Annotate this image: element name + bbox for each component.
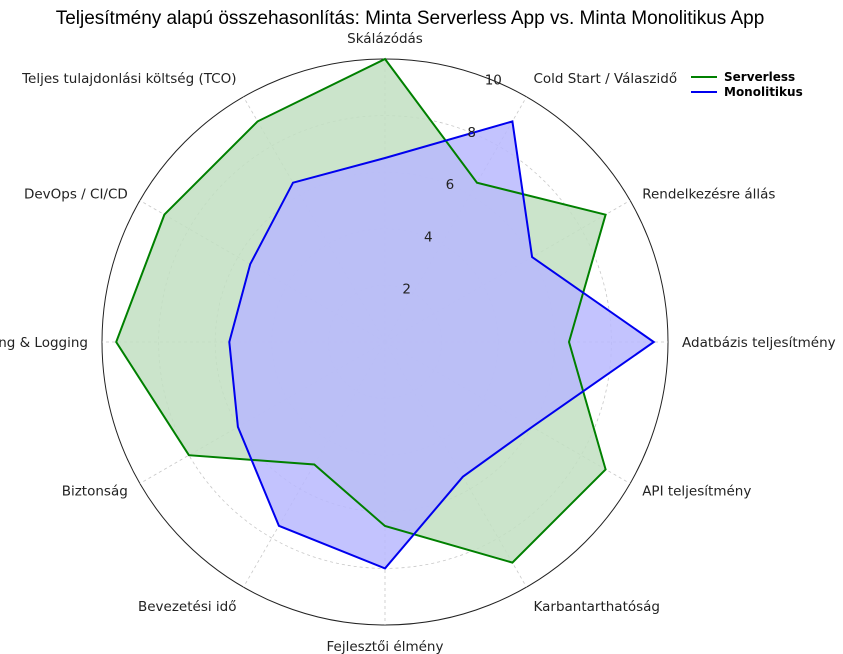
series-layer [115, 57, 656, 570]
tick-label-10: 10 [485, 73, 502, 89]
legend: Serverless Monolitikus [687, 66, 813, 102]
series-fill-monolitikus [229, 121, 654, 569]
legend-label-serverless: Serverless [724, 69, 796, 84]
legend-swatch-monolitikus [691, 90, 717, 93]
series-line-serverless [115, 57, 607, 564]
legend-item-serverless: Serverless [691, 69, 795, 84]
axis-label-8: Biztonság [62, 484, 128, 500]
tick-label-8: 8 [467, 125, 476, 141]
spoke-7 [243, 341, 386, 588]
axis-label-7: Bevezetési idő [138, 599, 237, 615]
axis-label-10: DevOps / CI/CD [24, 187, 128, 203]
tick-labels: 2 4 6 8 10 [402, 73, 502, 298]
axis-labels: Skálázódás Cold Start / Válaszidő Rendelke… [0, 31, 836, 654]
axis-label-2: Rendelkezésre állás [642, 187, 775, 203]
tick-label-4: 4 [424, 229, 433, 245]
legend-label-monolitikus: Monolitikus [724, 84, 803, 99]
axis-label-11: Teljes tulajdonlási költség (TCO) [21, 71, 236, 87]
axis-label-0: Skálázódás [347, 31, 423, 47]
spoke-8 [139, 341, 386, 484]
axis-label-1: Cold Start / Válaszidő [534, 71, 678, 87]
axis-label-9: Monitoring & Logging [0, 335, 88, 351]
series-line-monolitikus [228, 120, 656, 570]
axis-label-3: Adatbázis teljesítmény [682, 335, 836, 351]
tick-label-6: 6 [446, 177, 455, 193]
chart-title: Teljesítmény alapú összehasonlítás: Mint… [55, 8, 765, 29]
axis-label-4: API teljesítmény [642, 484, 751, 500]
axis-label-5: Karbantarthatóság [534, 599, 661, 615]
axis-label-6: Fejlesztői élmény [327, 639, 444, 654]
tick-label-2: 2 [402, 282, 411, 298]
legend-swatch-serverless [691, 75, 717, 78]
legend-item-monolitikus: Monolitikus [691, 84, 803, 99]
